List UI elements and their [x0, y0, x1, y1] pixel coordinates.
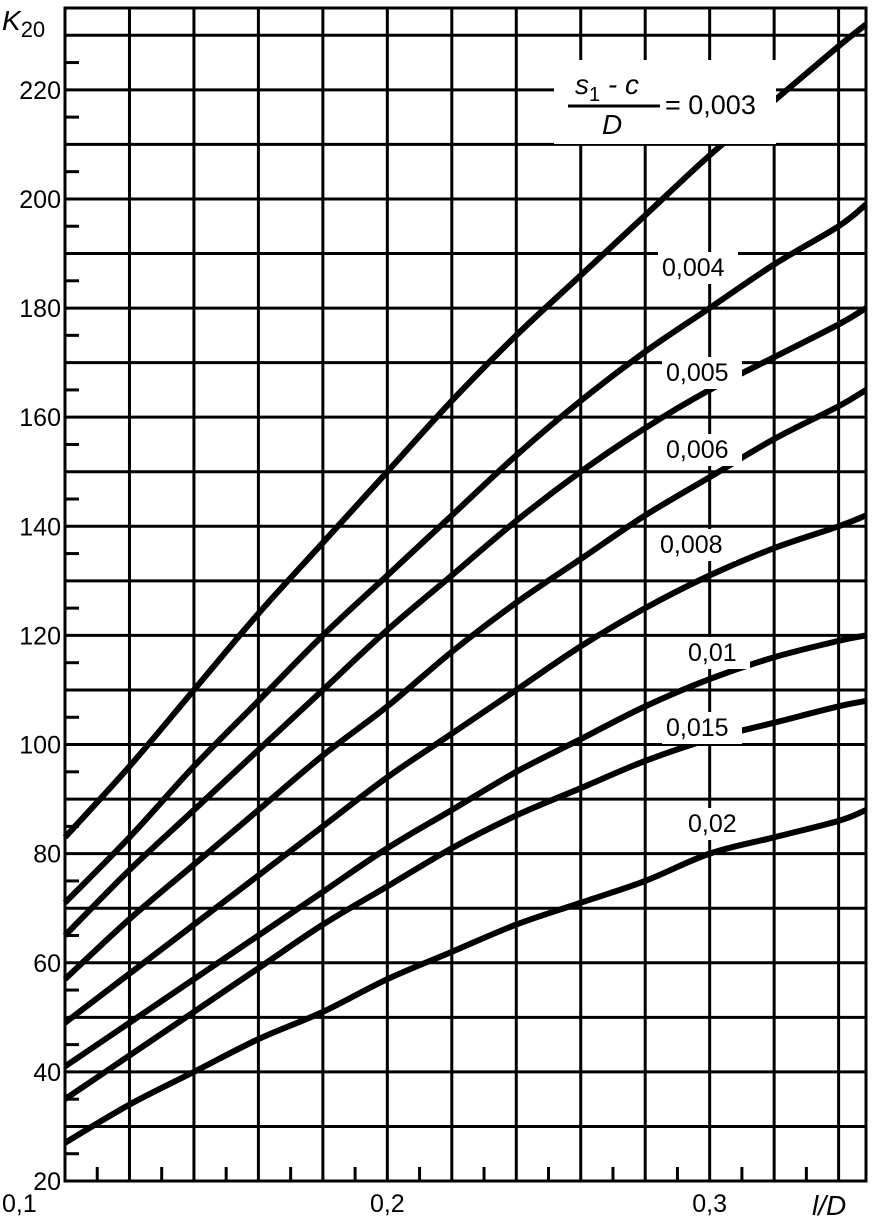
y-tick-label: 20	[33, 1168, 61, 1196]
curve-label: 0,02	[688, 810, 737, 838]
series-line-0-008	[63, 512, 868, 1026]
curve-label-background	[656, 529, 736, 561]
y-axis-title: K20	[2, 5, 45, 42]
curve-label-background	[662, 434, 742, 466]
y-tick-label: 200	[19, 186, 61, 214]
plot-frame	[63, 6, 868, 1183]
y-axis-ticks: 20 40 60 80 100 120 140 160 180 200 220	[19, 77, 61, 1196]
curve-label-background	[684, 808, 750, 840]
svg-text:= 0,003: = 0,003	[665, 90, 756, 120]
series-line-0-015	[63, 697, 867, 1102]
svg-text:D: D	[602, 109, 622, 140]
curve-labels: 0,004 0,005 0,006 0,008 0,01 0,015 0,02	[656, 252, 750, 840]
x-axis-title: l/D	[812, 1190, 846, 1221]
curve-label-background	[662, 357, 742, 389]
curve-label-background	[684, 637, 750, 669]
y-tick-label: 180	[19, 295, 61, 323]
curve-label-background	[662, 712, 742, 744]
curve-label: 0,008	[660, 531, 723, 559]
curve-label: 0,015	[666, 714, 729, 742]
curve-label: 0,01	[688, 639, 737, 667]
svg-text:s1 - c: s1 - c	[575, 69, 639, 106]
curve-label: 0,006	[666, 436, 729, 464]
y-tick-label: 40	[33, 1059, 61, 1087]
y-tick-label: 60	[33, 950, 61, 978]
curve-label: 0,004	[662, 254, 725, 282]
y-tick-label: 80	[33, 841, 61, 869]
y-tick-label: 100	[19, 732, 61, 760]
series-line-0-005	[62, 305, 868, 938]
curve-label-background	[658, 252, 738, 284]
x-axis-ticks: 0,1 0,2 0,3	[2, 1190, 727, 1218]
series-line-0-02	[63, 807, 868, 1146]
x-tick-label: 0,1	[2, 1190, 37, 1218]
curve-label: 0,005	[666, 359, 729, 387]
y-tick-label: 160	[19, 404, 61, 432]
y-tick-label: 140	[19, 513, 61, 541]
x-tick-label: 0,2	[370, 1190, 405, 1218]
grid	[63, 6, 868, 1183]
series-line-0-004	[62, 202, 868, 905]
y-tick-label: 120	[19, 622, 61, 650]
parameter-label: s1 - c D = 0,003	[554, 60, 776, 144]
series-line-0-006	[62, 387, 868, 982]
y-tick-label: 220	[19, 77, 61, 105]
series-line-0-01	[63, 632, 867, 1069]
x-tick-label: 0,3	[692, 1190, 727, 1218]
